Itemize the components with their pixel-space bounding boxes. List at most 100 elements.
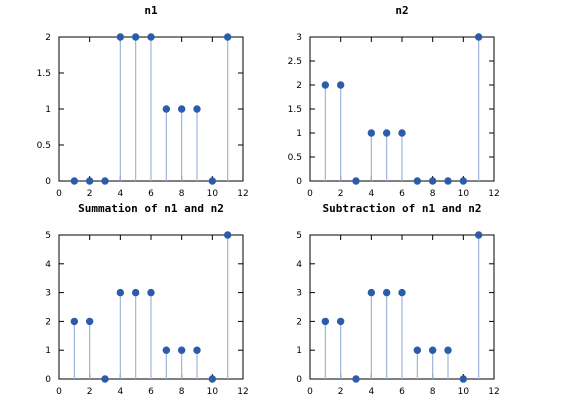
stem-marker	[382, 129, 391, 137]
x-tick-label: 0	[307, 189, 313, 199]
stem-marker	[177, 346, 186, 354]
x-tick-label: 6	[148, 387, 154, 397]
x-tick-label: 2	[87, 387, 93, 397]
x-tick-label: 6	[399, 189, 405, 199]
stem-marker	[85, 177, 94, 185]
x-tick-label: 12	[237, 189, 248, 199]
stem-marker	[352, 177, 360, 185]
y-tick-label: 1	[296, 129, 302, 139]
stem-marker	[116, 33, 125, 41]
y-tick-label: 2.5	[288, 57, 302, 67]
x-tick-label: 12	[488, 387, 499, 397]
y-tick-label: 2	[45, 317, 51, 327]
y-tick-label: 4	[45, 260, 51, 270]
y-tick-label: 1	[296, 346, 302, 356]
stem-marker	[459, 375, 468, 383]
stem-marker	[367, 288, 376, 297]
x-tick-label: 2	[338, 387, 344, 397]
x-tick-label: 8	[179, 189, 185, 199]
chart-title: Summation of n1 and n2	[78, 202, 224, 215]
y-tick-label: 3	[296, 289, 302, 299]
x-tick-label: 0	[307, 387, 313, 397]
stem-marker	[162, 105, 171, 113]
y-tick-label: 2	[296, 317, 302, 327]
y-tick-label: 3	[296, 33, 302, 43]
y-tick-label: 1.5	[288, 105, 302, 115]
stem-marker	[474, 231, 483, 239]
y-tick-label: 0.5	[37, 141, 51, 151]
stem-marker	[382, 288, 391, 297]
stem-marker	[336, 81, 345, 89]
y-tick-label: 1	[45, 346, 51, 356]
stem-marker	[70, 177, 79, 185]
y-tick-label: 0	[45, 375, 51, 385]
x-tick-label: 8	[430, 387, 436, 397]
stem-marker	[474, 33, 483, 41]
y-tick-label: 5	[296, 231, 302, 241]
stem-marker	[131, 33, 140, 41]
stem-marker	[208, 375, 217, 383]
stem-marker	[444, 346, 452, 354]
x-tick-label: 10	[207, 387, 219, 397]
x-tick-label: 12	[237, 387, 248, 397]
x-tick-label: 2	[338, 189, 344, 199]
x-tick-label: 0	[56, 387, 62, 397]
y-tick-label: 1.5	[37, 69, 51, 79]
stem-marker	[147, 33, 155, 41]
stem-marker	[413, 346, 422, 354]
x-tick-label: 4	[117, 387, 123, 397]
stem-marker	[116, 288, 125, 297]
stem-marker	[413, 177, 422, 185]
stem-marker	[459, 177, 468, 185]
chart-panel: n2 0 2 4 6 8 10 12 0 0.5 1 1.5 2 2.5 3	[288, 4, 500, 199]
y-tick-label: 2	[296, 81, 302, 91]
y-tick-label: 0.5	[288, 153, 302, 163]
stem-marker	[101, 177, 109, 185]
y-tick-label: 1	[45, 105, 51, 115]
stem-marker	[208, 177, 217, 185]
stem-marker	[428, 346, 437, 354]
stem-marker	[352, 375, 360, 383]
stem-marker	[177, 105, 186, 113]
stem-marker	[85, 317, 94, 326]
x-tick-label: 8	[430, 189, 436, 199]
x-tick-label: 4	[368, 189, 374, 199]
stem-marker	[398, 288, 406, 297]
stem-marker	[101, 375, 109, 383]
stem-marker	[321, 317, 330, 326]
x-tick-label: 10	[458, 189, 470, 199]
x-tick-label: 0	[56, 189, 62, 199]
x-tick-label: 8	[179, 387, 185, 397]
y-tick-label: 0	[45, 177, 51, 187]
x-tick-label: 12	[488, 189, 499, 199]
stem-marker	[444, 177, 452, 185]
x-tick-label: 6	[148, 189, 154, 199]
y-tick-label: 3	[45, 289, 51, 299]
stem-marker	[70, 317, 79, 326]
stem-marker	[321, 81, 330, 89]
chart-panel: n1 0 2 4 6 8 10 12 0 0.5 1 1.5 2	[37, 4, 249, 199]
x-tick-label: 2	[87, 189, 93, 199]
stem-marker	[367, 129, 376, 137]
y-tick-label: 0	[296, 177, 302, 187]
chart-title: Subtraction of n1 and n2	[323, 202, 482, 215]
x-tick-label: 4	[117, 189, 123, 199]
stem-marker	[162, 346, 171, 354]
stem-marker	[131, 288, 140, 297]
stem-marker	[147, 288, 155, 297]
x-tick-label: 4	[368, 387, 374, 397]
chart-title: n1	[144, 4, 158, 17]
stem-marker	[428, 177, 437, 185]
stem-marker	[223, 33, 232, 41]
stem-marker	[336, 317, 345, 326]
y-tick-label: 2	[45, 33, 51, 43]
y-tick-label: 4	[296, 260, 302, 270]
x-tick-label: 6	[399, 387, 405, 397]
stem-marker	[398, 129, 406, 137]
y-tick-label: 0	[296, 375, 302, 385]
x-tick-label: 10	[458, 387, 470, 397]
stem-marker	[223, 231, 232, 239]
